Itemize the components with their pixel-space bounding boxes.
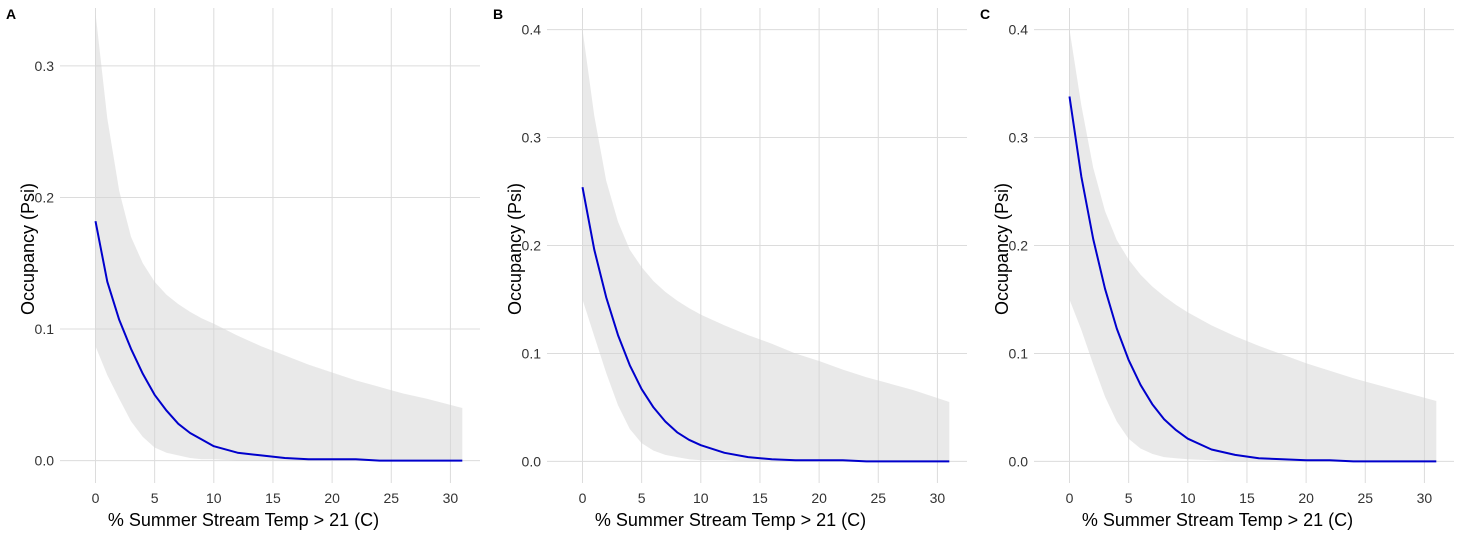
x-axis-label: % Summer Stream Temp > 21 (C): [107, 510, 380, 530]
x-tick-label: 20: [811, 490, 827, 506]
x-tick-label: 20: [1298, 490, 1314, 506]
x-tick-label: 10: [693, 490, 709, 506]
y-tick-label: 0.2: [35, 189, 55, 205]
panel-b-plot: 0 5 10 15 20 25 30 0.0 0.1 0.2 0.3 0.4: [522, 8, 967, 506]
x-tick-label: 0: [579, 490, 587, 506]
x-tick-label: 0: [92, 490, 100, 506]
panel-a-plot: 0 5 10 15 20 25 30 0.0 0.1 0.2 0.3: [35, 8, 480, 506]
x-tick-label: 30: [1417, 490, 1433, 506]
x-tick-label: 30: [930, 490, 946, 506]
series-line: [581, 187, 950, 463]
confidence-band: [1069, 29, 1437, 462]
x-tick-label: 10: [206, 490, 222, 506]
y-tick-label: 0.1: [1009, 345, 1029, 361]
x-tick-label: 15: [752, 490, 768, 506]
y-tick-label: 0.2: [1009, 238, 1029, 254]
x-tick-label: 5: [151, 490, 159, 506]
x-tick-label: 10: [1180, 490, 1196, 506]
y-tick-label: 0.0: [522, 453, 542, 469]
y-tick-label: 0.2: [522, 238, 542, 254]
x-tick-label: 0: [1066, 490, 1074, 506]
panel-label: C: [980, 6, 991, 22]
confidence-band: [95, 13, 463, 461]
panel-a: 0 5 10 15 20 25 30 0.0 0.1 0.2 0.3 A Occupancy (Ps…: [0, 0, 487, 541]
panel-label: B: [493, 6, 504, 22]
x-axis-label: % Summer Stream Temp > 21 (C): [594, 510, 867, 530]
y-tick-label: 0.3: [522, 130, 542, 146]
y-axis-label: Occupancy (Psi): [18, 182, 38, 315]
x-tick-label: 15: [1239, 490, 1255, 506]
x-tick-label: 20: [324, 490, 340, 506]
x-tick-label: 25: [870, 490, 886, 506]
x-tick-label: 25: [1357, 490, 1373, 506]
x-tick-label: 30: [443, 490, 459, 506]
gridlines: [60, 8, 480, 483]
x-tick-label: 15: [265, 490, 281, 506]
panel-c: 0 5 10 15 20 25 30 0.0 0.1 0.2 0.3 0.4 C Occupancy …: [974, 0, 1461, 541]
y-tick-label: 0.4: [1009, 22, 1029, 38]
y-axis-label: Occupancy (Psi): [992, 182, 1012, 315]
y-tick-label: 0.3: [35, 58, 55, 74]
series-line: [1068, 96, 1437, 463]
y-tick-label: 0.0: [35, 453, 55, 469]
panel-b: 0 5 10 15 20 25 30 0.0 0.1 0.2 0.3 0.4 B Occupancy …: [487, 0, 974, 541]
y-tick-label: 0.3: [1009, 130, 1029, 146]
y-tick-label: 0.4: [522, 22, 542, 38]
x-axis-label: % Summer Stream Temp > 21 (C): [1081, 510, 1354, 530]
series-line: [94, 221, 463, 462]
y-tick-label: 0.0: [1009, 453, 1029, 469]
panel-c-plot: 0 5 10 15 20 25 30 0.0 0.1 0.2 0.3 0.4: [1009, 8, 1454, 506]
x-tick-label: 5: [1125, 490, 1133, 506]
y-tick-label: 0.1: [522, 345, 542, 361]
x-tick-label: 5: [638, 490, 646, 506]
panel-label: A: [6, 6, 17, 22]
x-tick-label: 25: [383, 490, 399, 506]
y-axis-label: Occupancy (Psi): [505, 182, 525, 315]
confidence-band: [582, 29, 950, 462]
y-tick-label: 0.1: [35, 321, 55, 337]
